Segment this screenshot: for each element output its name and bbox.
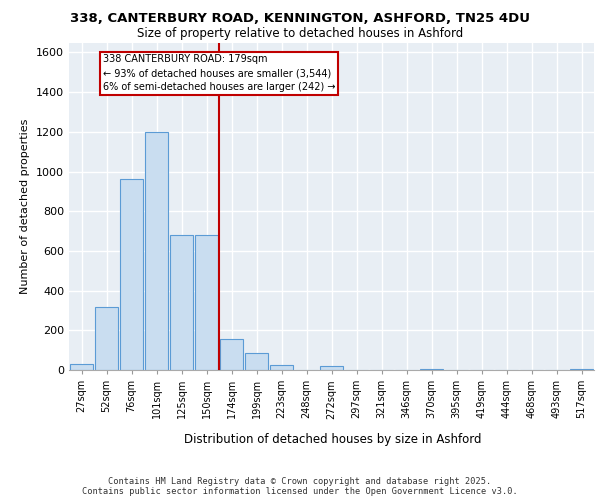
Text: Contains HM Land Registry data © Crown copyright and database right 2025.
Contai: Contains HM Land Registry data © Crown c… <box>82 476 518 496</box>
Bar <box>95 308 118 370</box>
Bar <box>320 366 343 370</box>
Bar <box>194 235 218 370</box>
Text: 338 CANTERBURY ROAD: 179sqm
← 93% of detached houses are smaller (3,544)
6% of s: 338 CANTERBURY ROAD: 179sqm ← 93% of det… <box>103 54 335 92</box>
Bar <box>70 364 94 370</box>
Bar <box>119 180 143 370</box>
Y-axis label: Number of detached properties: Number of detached properties <box>20 118 31 294</box>
Text: 338, CANTERBURY ROAD, KENNINGTON, ASHFORD, TN25 4DU: 338, CANTERBURY ROAD, KENNINGTON, ASHFOR… <box>70 12 530 26</box>
Text: Size of property relative to detached houses in Ashford: Size of property relative to detached ho… <box>137 28 463 40</box>
Bar <box>269 365 293 370</box>
Text: Distribution of detached houses by size in Ashford: Distribution of detached houses by size … <box>184 432 482 446</box>
Bar <box>419 369 443 370</box>
Bar <box>245 353 268 370</box>
Bar <box>569 369 593 370</box>
Bar <box>145 132 169 370</box>
Bar <box>170 235 193 370</box>
Bar <box>220 339 244 370</box>
